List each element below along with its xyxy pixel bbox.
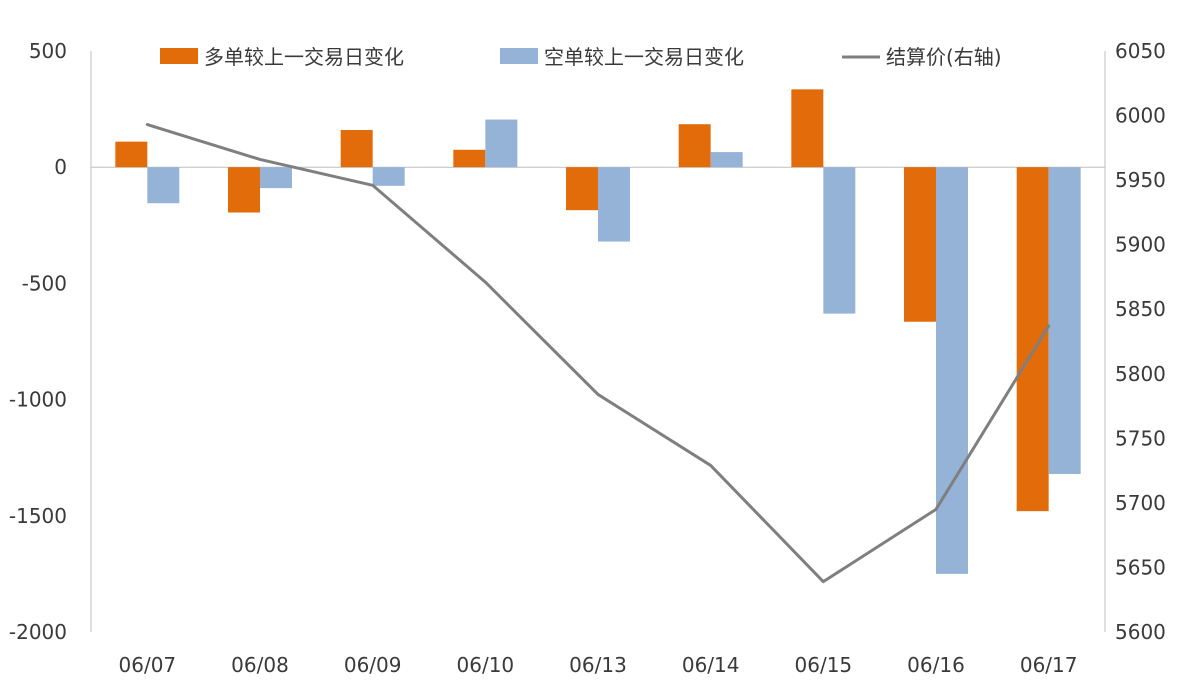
right-tick-label: 5700 xyxy=(1115,491,1166,515)
short-change-bar xyxy=(823,167,855,313)
short-change-bar xyxy=(598,167,630,241)
x-tick-label: 06/15 xyxy=(795,653,853,677)
x-tick-label: 06/08 xyxy=(231,653,289,677)
long-change-bar xyxy=(453,150,485,167)
short-change-bar xyxy=(147,167,179,203)
x-tick-label: 06/14 xyxy=(682,653,740,677)
left-tick-label: 500 xyxy=(29,39,67,63)
short-change-bar xyxy=(485,120,517,168)
long-change-bar xyxy=(115,142,147,168)
right-tick-label: 5800 xyxy=(1115,362,1166,386)
long-change-bar xyxy=(341,130,373,167)
right-tick-label: 6050 xyxy=(1115,39,1166,63)
short-change-bar xyxy=(373,167,405,186)
legend-swatch-short xyxy=(500,48,538,64)
x-tick-label: 06/07 xyxy=(119,653,177,677)
long-change-bar xyxy=(679,124,711,167)
short-change-bar xyxy=(260,167,292,188)
x-tick-label: 06/13 xyxy=(569,653,627,677)
right-tick-label: 5750 xyxy=(1115,426,1166,450)
right-tick-label: 5850 xyxy=(1115,297,1166,321)
left-tick-label: 0 xyxy=(54,155,67,179)
left-tick-label: -2000 xyxy=(9,620,67,644)
x-tick-label: 06/16 xyxy=(907,653,965,677)
left-tick-label: -1500 xyxy=(9,504,67,528)
x-tick-label: 06/17 xyxy=(1020,653,1078,677)
left-tick-label: -1000 xyxy=(9,388,67,412)
legend: 多单较上一交易日变化 空单较上一交易日变化 结算价(右轴) xyxy=(160,45,1002,69)
long-change-bar xyxy=(904,167,936,322)
legend-label-long: 多单较上一交易日变化 xyxy=(204,45,404,69)
long-change-bar xyxy=(228,167,260,212)
short-change-bar xyxy=(936,167,968,574)
right-tick-label: 5950 xyxy=(1115,168,1166,192)
x-tick-label: 06/09 xyxy=(344,653,402,677)
right-tick-label: 5650 xyxy=(1115,555,1166,579)
legend-label-short: 空单较上一交易日变化 xyxy=(544,45,744,69)
short-change-bar xyxy=(711,152,743,167)
right-tick-label: 6000 xyxy=(1115,104,1166,128)
legend-swatch-long xyxy=(160,48,198,64)
right-tick-label: 5600 xyxy=(1115,620,1166,644)
x-tick-label: 06/10 xyxy=(457,653,515,677)
long-change-bar xyxy=(791,89,823,167)
legend-label-price: 结算价(右轴) xyxy=(886,45,1002,69)
bars xyxy=(115,89,1080,574)
left-tick-label: -500 xyxy=(22,271,67,295)
short-change-bar xyxy=(1049,167,1081,474)
long-change-bar xyxy=(566,167,598,210)
right-tick-label: 5900 xyxy=(1115,233,1166,257)
long-change-bar xyxy=(1017,167,1049,511)
